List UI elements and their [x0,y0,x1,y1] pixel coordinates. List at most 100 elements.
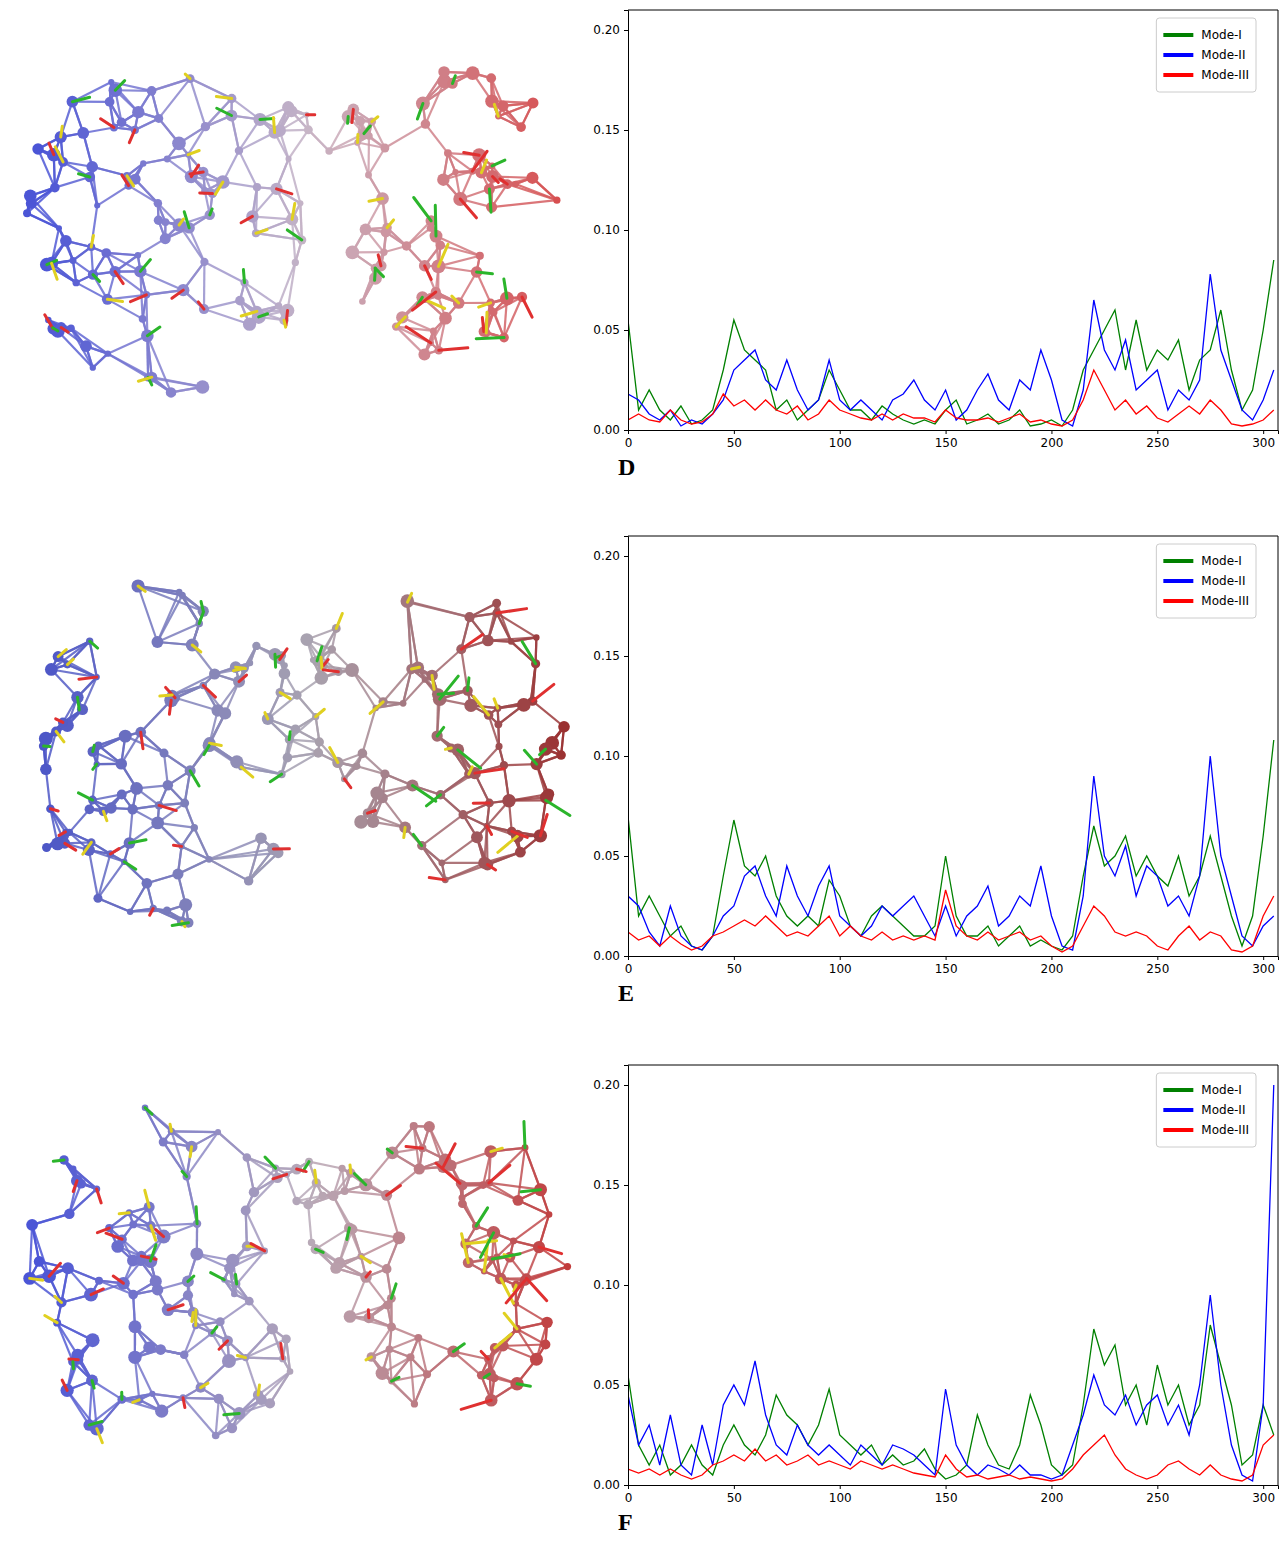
series-line [628,274,1274,426]
network-edge [55,177,90,188]
network-arrow [59,832,65,835]
network-node [140,160,146,166]
legend-box [1156,18,1256,92]
network-node [262,713,274,725]
tick: 0 [625,430,633,450]
network-edge [90,641,97,677]
network-edge [190,79,205,127]
tick-label: 0.00 [593,423,620,437]
network-arrow [79,677,97,679]
network-node [512,181,519,188]
network-node [159,749,168,758]
network-arrow [411,667,419,669]
tick-mark [624,230,628,231]
network-node [281,662,287,668]
network-arrow [512,831,528,837]
tick-label: 0.20 [593,23,620,37]
network-node [325,147,332,154]
network-arrow [93,745,94,751]
network-node [380,248,387,255]
network-arrow [101,119,114,128]
network-arrow [425,266,432,280]
network-node [471,831,483,843]
network-arrow [473,801,489,804]
network-arrow [91,235,93,247]
x-axis: 050100150200250300 [625,430,1279,450]
network-edge [492,200,557,207]
network-arrow [173,845,181,846]
network-arrow [239,675,247,682]
network-arrow [241,767,253,777]
network-node [117,789,127,799]
network-edge [147,336,171,393]
network-node [209,668,220,679]
network-arrow [289,732,290,740]
network-arrow [215,182,223,194]
network-node [40,764,52,776]
network-arrow [475,769,504,773]
network-node [90,365,96,371]
network-edge [209,859,249,881]
network-edge [138,586,157,642]
network-arrow [432,675,434,689]
network-node [291,724,300,733]
network-arrow [243,270,244,283]
network-edge [152,79,191,91]
network-arrow [372,117,378,122]
network-edge [448,153,479,155]
network-arrow [464,153,479,156]
network-node [498,100,509,111]
network-edge [98,898,130,912]
network-edge [511,642,535,664]
network-arrow [67,659,73,664]
network-edge [51,641,89,669]
network-arrow [452,76,455,84]
network-node [464,612,474,622]
network-edge [289,130,309,159]
network-arrow [103,811,107,820]
tick-mark [1051,430,1052,434]
tick-label: 100 [829,436,852,450]
network-node [119,730,132,743]
network-arrow [472,151,487,171]
network-arrow [56,731,64,741]
tick: 0.10 [593,223,628,237]
network-edge [138,586,203,611]
network-node [56,225,62,231]
network-arrow [476,338,504,339]
network-node [533,634,539,640]
network-node [180,799,189,808]
network-arrow [414,198,431,221]
network-edge [59,228,73,260]
network-arrow [438,693,453,694]
network-arrow [316,709,325,716]
network-node [206,856,213,863]
network-edge [408,602,412,669]
network-arrow [546,800,570,815]
network-edge [533,701,564,727]
network-edge [143,159,167,164]
network-arrow [204,746,209,755]
tick-label: 300 [1252,436,1275,450]
network-arrow [201,602,203,612]
network-node [253,183,261,191]
legend: Mode-IMode-IIMode-III [1156,18,1256,92]
network-node [313,748,323,758]
network-edge [205,98,231,126]
network-edge [425,124,447,153]
network-node [365,171,372,178]
network-arrow [445,748,451,749]
tick: 0.05 [593,323,628,337]
network-node [32,143,44,155]
network-edge [497,613,511,642]
network-node [430,327,437,334]
network-arrow [481,160,486,172]
network-arrow [185,74,190,79]
network-node [164,155,171,162]
network-node [80,340,92,352]
y-axis: 0.000.050.100.150.20 [593,11,628,438]
network-arrow [522,297,532,317]
network-arrow [485,312,489,333]
network-edge [407,601,469,617]
network-arrow [474,697,489,715]
